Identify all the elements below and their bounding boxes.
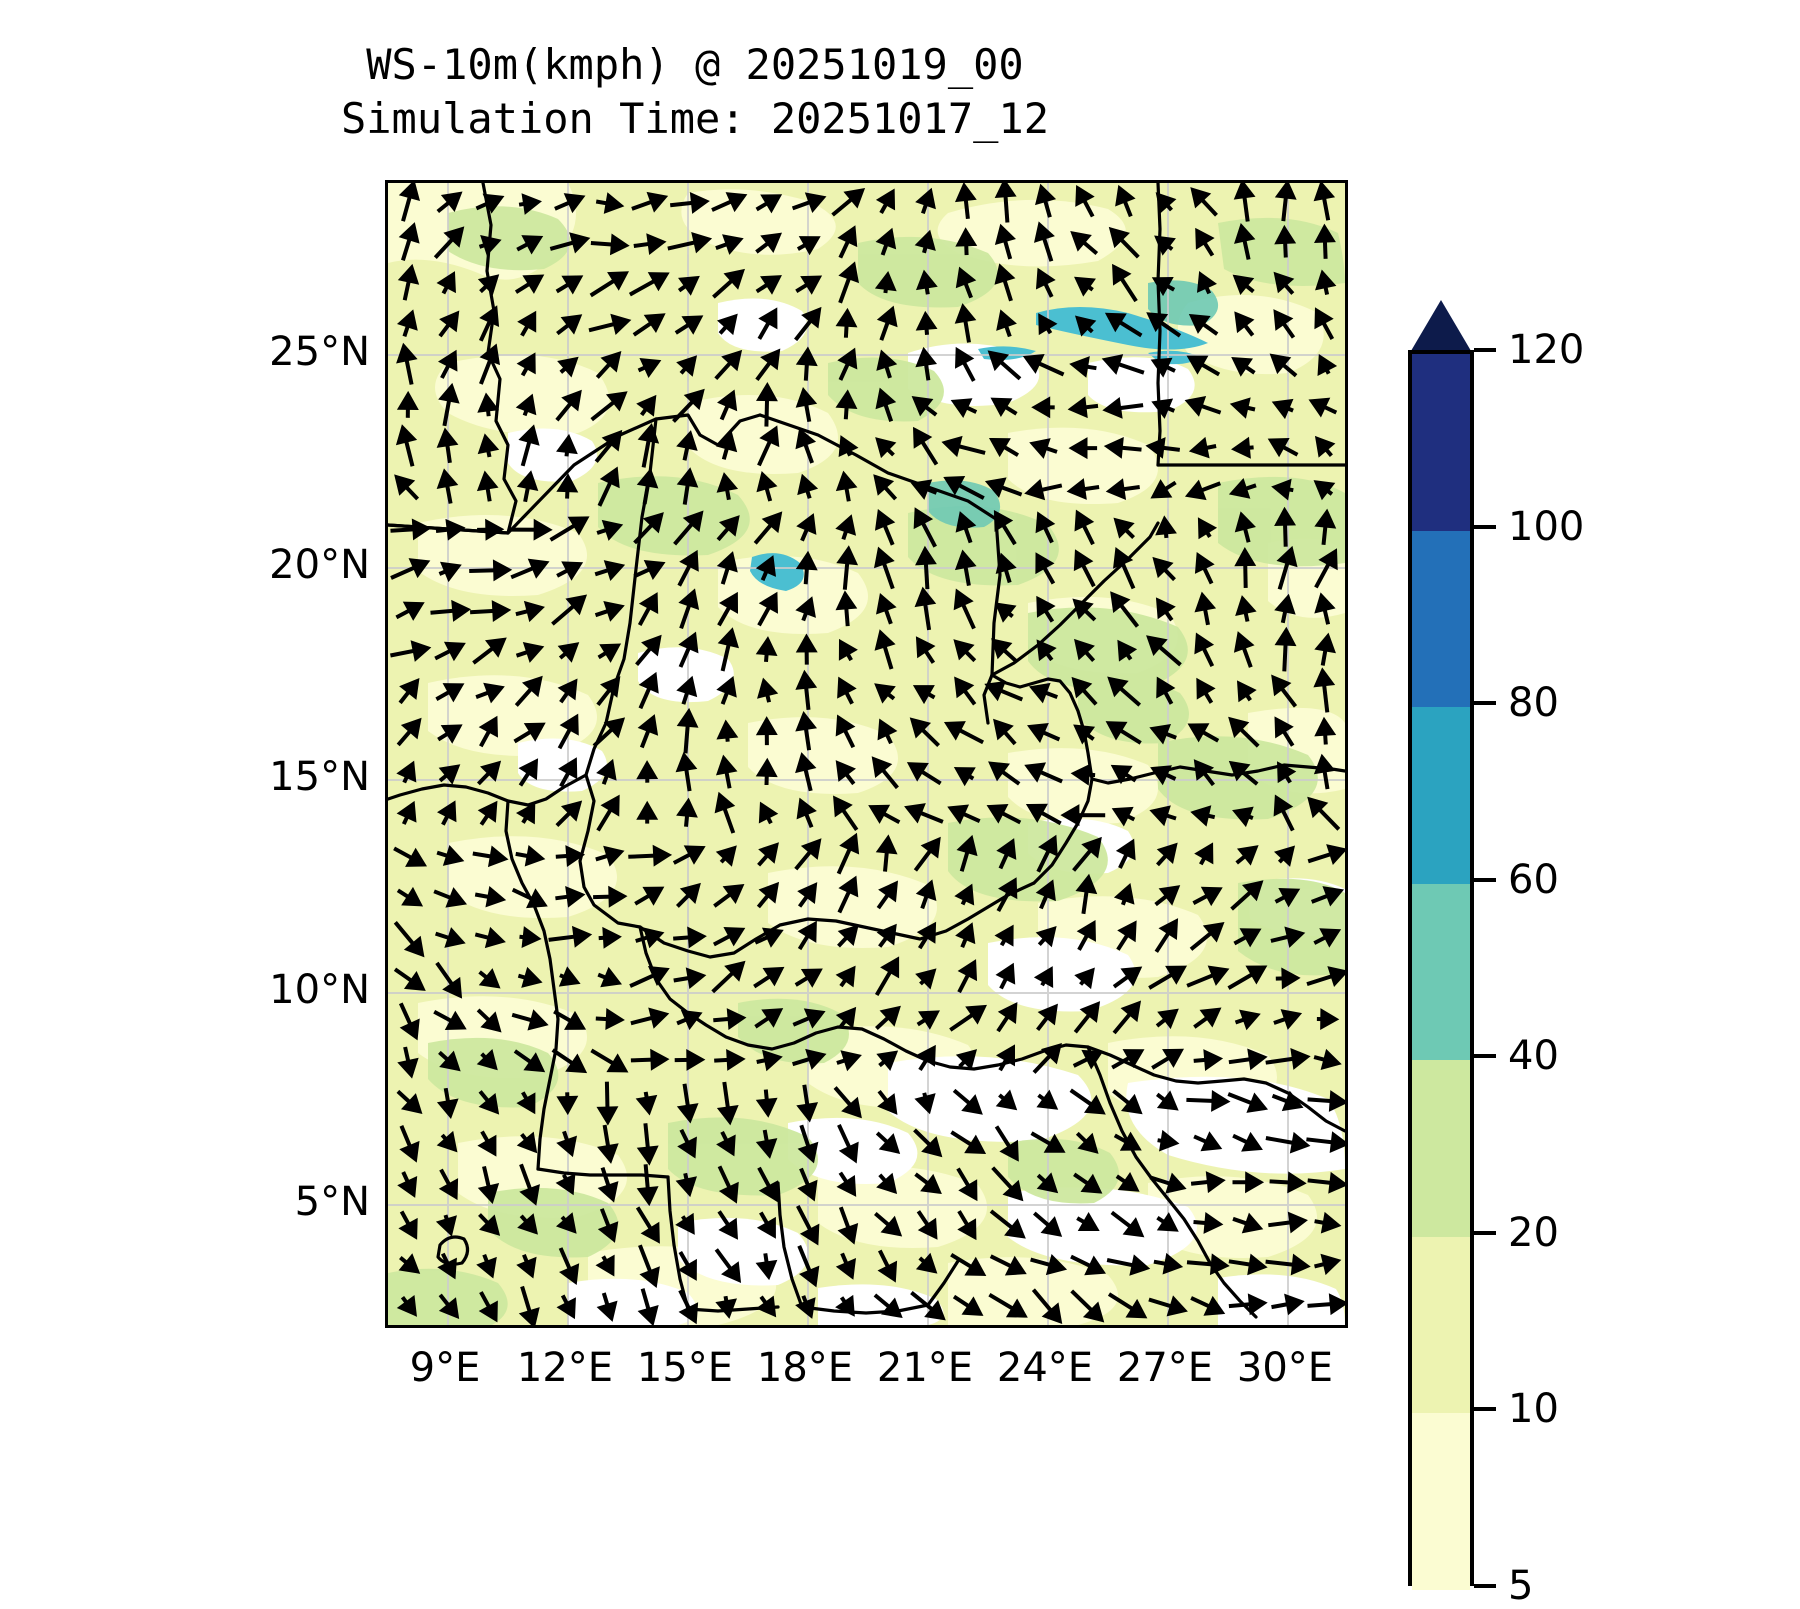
colorbar-tick — [1474, 1407, 1496, 1411]
colorbar-segment — [1412, 707, 1470, 884]
ytick-5N: 5°N — [210, 1179, 370, 1225]
map-clip — [388, 183, 1345, 1325]
chart-title: WS-10m(kmph) @ 20251019_00 Simulation Ti… — [0, 38, 1390, 146]
colorbar-tick-label: 60 — [1508, 857, 1559, 903]
colorbar-tick-label: 100 — [1508, 504, 1584, 550]
colorbar-tick — [1474, 1054, 1496, 1058]
colorbar-extend-arrow — [1408, 300, 1474, 356]
colorbar-tick-label: 5 — [1508, 1563, 1533, 1609]
colorbar-segment — [1412, 884, 1470, 1061]
colorbar-tick — [1474, 878, 1496, 882]
figure-canvas: WS-10m(kmph) @ 20251019_00 Simulation Ti… — [0, 0, 1800, 1500]
colorbar-tick — [1474, 525, 1496, 529]
colorbar-tick-label: 120 — [1508, 327, 1584, 373]
colorbar-tick-label: 80 — [1508, 680, 1559, 726]
colorbar-segment — [1412, 531, 1470, 708]
title-line-1: WS-10m(kmph) @ 20251019_00 — [0, 38, 1390, 92]
y-axis-ticks: 25°N 20°N 15°N 10°N 5°N — [205, 180, 370, 1328]
wind-speed-field — [388, 183, 1345, 1325]
colorbar-segment — [1412, 354, 1470, 531]
colorbar-tick-label: 20 — [1508, 1210, 1559, 1256]
colorbar-tick — [1474, 701, 1496, 705]
ytick-15N: 15°N — [210, 754, 370, 800]
x-axis-ticks: 9°E 12°E 15°E 18°E 21°E 24°E 27°E 30°E — [385, 1345, 1348, 1405]
colorbar-tick — [1474, 1584, 1496, 1588]
colorbar-tick — [1474, 1231, 1496, 1235]
colorbar-body — [1408, 350, 1474, 1586]
colorbar-segment — [1412, 1413, 1470, 1590]
colorbar-tick-label: 40 — [1508, 1033, 1559, 1079]
ytick-20N: 20°N — [210, 542, 370, 588]
colorbar-tick — [1474, 348, 1496, 352]
ytick-10N: 10°N — [210, 967, 370, 1013]
map-plot-area[interactable] — [385, 180, 1348, 1328]
colorbar-segment — [1412, 1060, 1470, 1237]
ytick-25N: 25°N — [210, 329, 370, 375]
colorbar-segment — [1412, 1237, 1470, 1414]
xtick-30E: 30°E — [1185, 1345, 1385, 1391]
colorbar-tick-label: 10 — [1508, 1386, 1559, 1432]
title-line-2: Simulation Time: 20251017_12 — [0, 92, 1390, 146]
